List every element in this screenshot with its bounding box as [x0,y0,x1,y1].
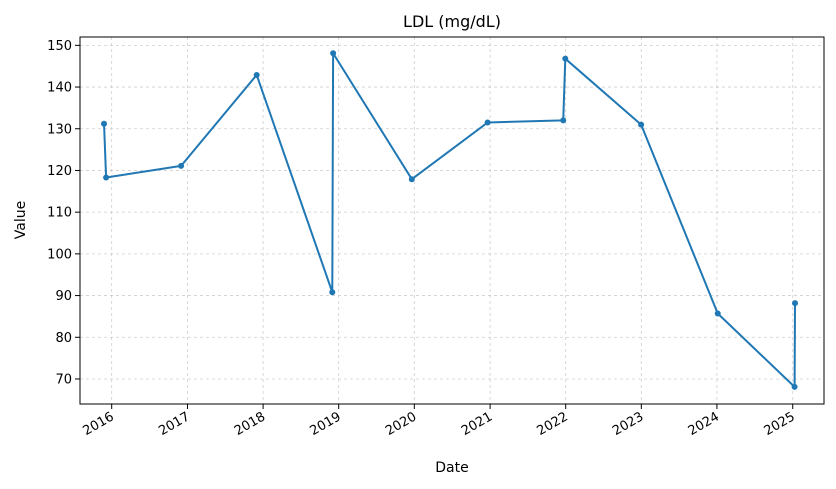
data-point [560,117,567,124]
data-point [408,176,415,183]
x-tick-label: 2019 [308,409,344,439]
y-tick-label: 130 [47,122,72,137]
x-tick-label: 2018 [232,409,268,439]
x-tick-label: 2025 [762,409,798,439]
y-axis: 70 80 90 100 110 120 130 140 150 [47,39,80,387]
x-tick-label: 2020 [383,409,419,439]
data-point [330,50,337,57]
x-axis: 2016 2017 2018 2019 2020 2021 2022 2023 2024 2025 [81,404,798,439]
y-tick-label: 90 [55,289,72,304]
x-tick-label: 2016 [81,409,117,439]
y-tick-label: 120 [47,164,72,179]
data-point [792,300,799,307]
y-tick-label: 80 [55,331,72,346]
y-tick-label: 70 [55,372,72,387]
data-point [638,121,645,128]
data-point [329,289,336,296]
y-tick-label: 140 [47,81,72,96]
y-axis-label: Value [13,201,29,239]
data-point [714,310,721,317]
x-tick-label: 2023 [610,409,646,439]
data-point [253,71,260,78]
x-tick-label: 2022 [535,409,571,439]
grid-lines [80,37,824,404]
y-tick-label: 100 [47,247,72,262]
data-point [103,174,110,181]
series-line [103,52,796,388]
series-layer [101,50,799,390]
x-axis-label: Date [435,460,468,476]
data-point [101,120,108,127]
x-tick-label: 2021 [459,409,495,439]
data-point [791,383,798,390]
data-point [178,162,185,169]
y-tick-label: 150 [47,39,72,54]
data-point [484,119,491,126]
data-point [562,55,569,62]
x-tick-label: 2024 [686,409,722,439]
y-tick-label: 110 [47,206,72,221]
x-tick-label: 2017 [156,409,192,439]
chart-title: LDL (mg/dL) [403,12,501,31]
plot-frame [79,36,825,405]
